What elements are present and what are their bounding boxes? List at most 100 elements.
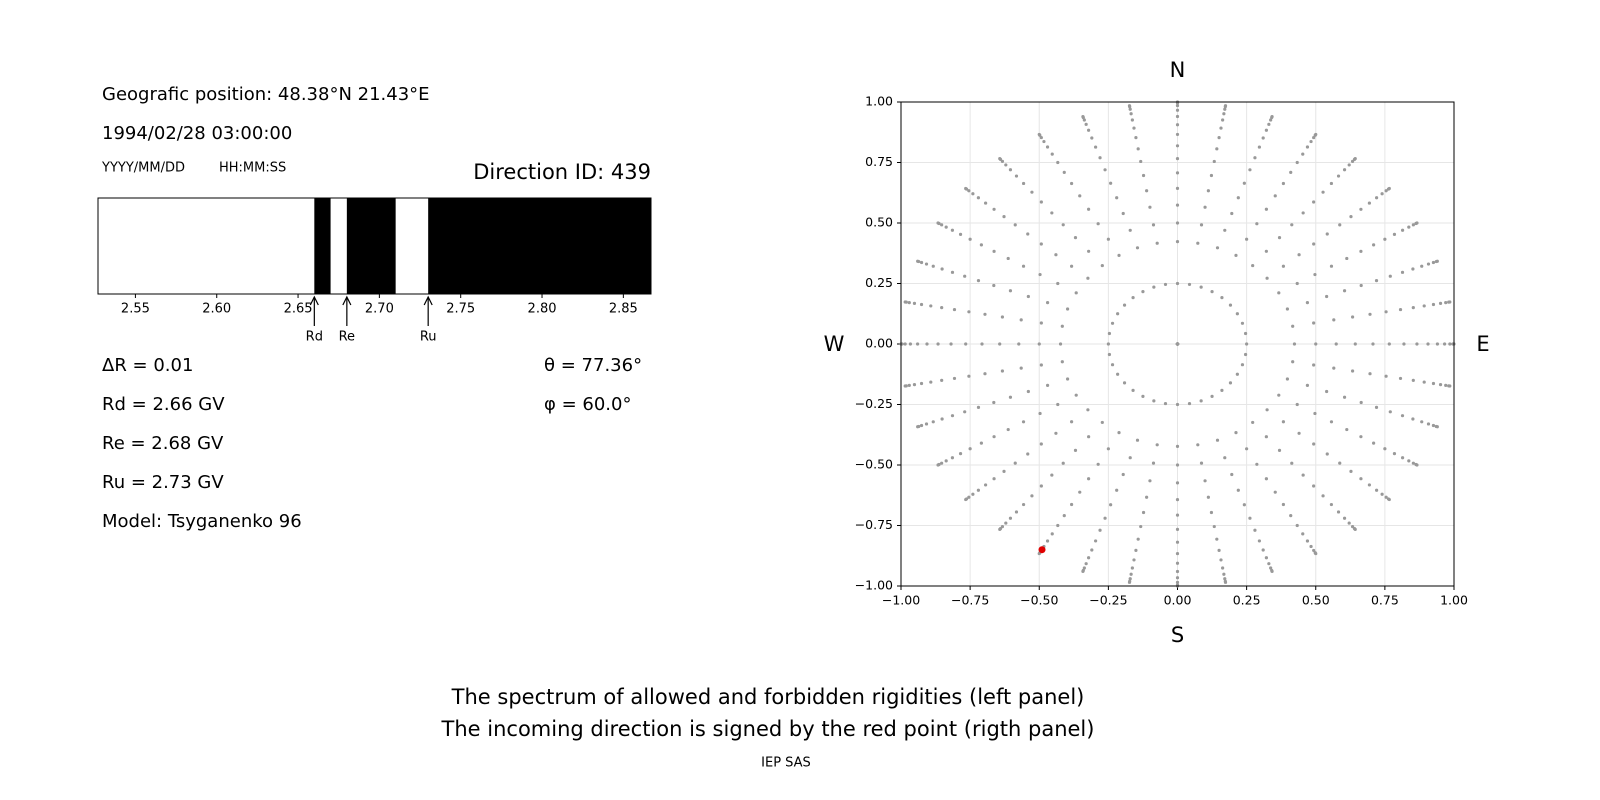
direction-point	[1199, 223, 1204, 227]
direction-point	[1345, 256, 1349, 261]
direction-point	[1359, 477, 1363, 481]
direction-point	[1061, 223, 1065, 227]
direction-point	[1359, 435, 1363, 439]
direction-point	[1050, 473, 1054, 477]
direction-point	[1255, 222, 1259, 226]
direction-point	[1435, 342, 1440, 346]
direction-point	[1438, 382, 1443, 387]
axes-frame	[900, 101, 1455, 587]
direction-point	[1248, 168, 1252, 172]
direction-point	[1136, 147, 1140, 151]
direction-point	[929, 380, 933, 384]
x-tick-label: 2.55	[121, 302, 150, 317]
direction-point	[1380, 492, 1384, 496]
direction-point	[1215, 438, 1220, 442]
x-tick-label: −0.75	[951, 593, 989, 608]
direction-point	[964, 497, 968, 502]
direction-point	[1006, 427, 1010, 432]
direction-point	[1139, 524, 1143, 529]
direction-point	[1245, 447, 1249, 451]
y-tick-label: −0.25	[855, 396, 893, 411]
direction-point	[1100, 263, 1104, 268]
direction-point	[1026, 294, 1030, 299]
direction-point	[1110, 321, 1115, 325]
direction-point	[1251, 420, 1255, 425]
direction-point	[1128, 456, 1132, 460]
marker-label: Re	[339, 330, 355, 345]
direction-point	[1312, 200, 1316, 204]
direction-point	[940, 417, 944, 421]
direction-point	[1039, 242, 1043, 246]
direction-point	[1220, 388, 1224, 392]
direction-point	[1248, 516, 1252, 520]
direction-point	[1094, 145, 1098, 149]
direction-point	[1264, 249, 1268, 253]
direction-point	[1131, 296, 1135, 300]
direction-point	[924, 262, 929, 266]
direction-point	[1008, 289, 1013, 293]
direction-point	[1175, 551, 1180, 556]
marker-label: Rd	[306, 330, 323, 345]
direction-point	[1098, 156, 1102, 160]
direction-point	[1058, 342, 1063, 346]
direction-point	[952, 376, 957, 381]
theta: θ = 77.36°	[544, 355, 642, 376]
direction-point	[1253, 156, 1257, 160]
direction-point	[1103, 516, 1107, 520]
direction-point	[1155, 241, 1159, 245]
direction-point	[1209, 173, 1214, 178]
direction-point	[1325, 452, 1329, 456]
direction-point	[1175, 186, 1180, 190]
direction-point	[1175, 569, 1180, 574]
direction-point	[1230, 211, 1234, 216]
direction-point	[950, 414, 955, 418]
direction-point	[916, 425, 920, 429]
direction-point	[1087, 435, 1091, 439]
direction-point	[1251, 263, 1255, 268]
direction-point	[1050, 211, 1054, 215]
direction-point	[967, 310, 971, 314]
direction-point	[1257, 145, 1261, 149]
direction-point	[1374, 278, 1379, 283]
direction-point	[1223, 228, 1227, 232]
direction-point	[1065, 377, 1070, 381]
direction-point	[968, 237, 972, 241]
direction-point	[940, 267, 944, 271]
direction-point	[1253, 528, 1257, 532]
direction-point	[1175, 104, 1180, 108]
direction-point	[1301, 532, 1305, 536]
compass-east: E	[1476, 332, 1489, 356]
direction-point	[1380, 192, 1384, 196]
direction-point	[1312, 135, 1316, 140]
direction-point	[1002, 469, 1006, 473]
direction-point	[1199, 399, 1203, 403]
direction-point	[1420, 420, 1424, 424]
direction-point	[1030, 190, 1034, 194]
direction-point	[1242, 181, 1246, 185]
direction-point	[1297, 253, 1301, 257]
x-tick-label: 0.00	[1164, 593, 1192, 608]
direction-point	[1368, 312, 1372, 316]
direction-point	[925, 342, 929, 346]
direction-point	[1398, 376, 1403, 381]
direction-point	[1264, 477, 1268, 481]
direction-point	[1073, 235, 1078, 240]
direction-point	[1175, 342, 1180, 346]
direction-point	[1148, 479, 1152, 483]
y-tick-label: −0.50	[855, 457, 893, 472]
direction-point	[1206, 495, 1210, 499]
direction-point	[1117, 253, 1121, 257]
direction-point	[1264, 556, 1268, 560]
direction-point	[983, 201, 988, 205]
y-tick-label: 0.50	[865, 215, 893, 230]
direction-point	[1008, 395, 1013, 399]
direction-point	[1155, 443, 1159, 447]
direction-point	[1400, 270, 1405, 274]
direction-point	[1411, 461, 1415, 465]
direction-point	[1435, 425, 1439, 429]
caption: The incoming direction is signed by the …	[441, 717, 1095, 741]
direction-point	[1257, 539, 1261, 543]
direction-point	[1134, 548, 1138, 552]
direction-point	[1411, 417, 1415, 421]
direction-point	[950, 228, 955, 232]
